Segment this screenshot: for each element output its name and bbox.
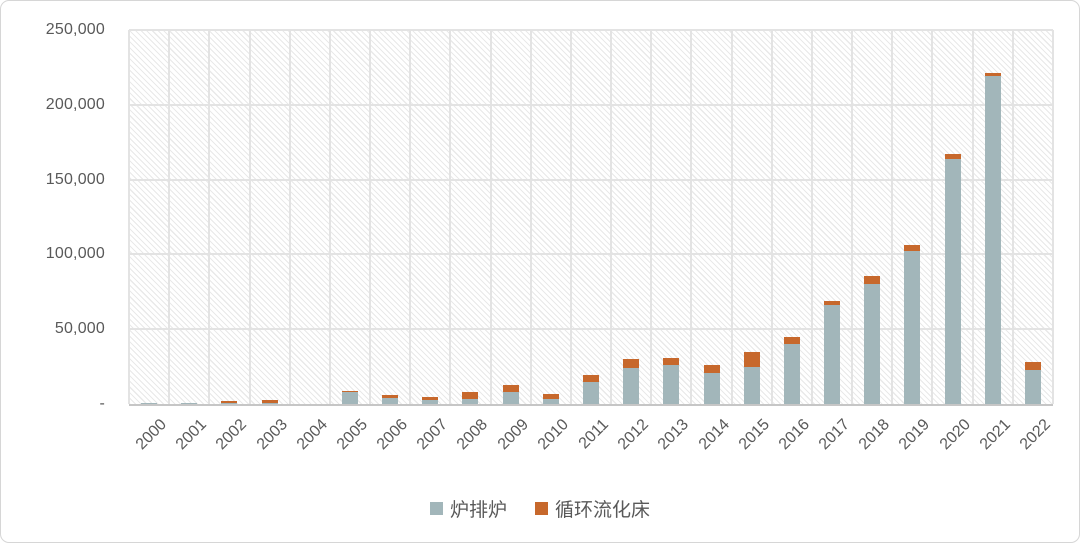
bar-cfb-2003 xyxy=(262,400,278,403)
gridline-vertical xyxy=(650,30,652,404)
y-tick-label: 100,000 xyxy=(45,245,105,263)
gridline-vertical xyxy=(168,30,170,404)
bar-cfb-2011 xyxy=(583,374,599,382)
bar-cfb-2015 xyxy=(744,351,760,367)
bar-cfb-2014 xyxy=(704,365,720,373)
gridline-vertical xyxy=(530,30,532,404)
gridline-vertical xyxy=(249,30,251,404)
legend-item-cfb: 循环流化床 xyxy=(535,495,650,522)
gridline-vertical xyxy=(409,30,411,404)
bar-grate-furnace-2016 xyxy=(784,344,800,404)
bar-grate-furnace-2013 xyxy=(663,365,679,404)
bar-grate-furnace-2015 xyxy=(744,366,760,404)
bar-cfb-2013 xyxy=(663,357,679,366)
gridline-vertical xyxy=(329,30,331,404)
bar-grate-furnace-2005 xyxy=(342,392,358,404)
bar-cfb-2009 xyxy=(503,384,519,392)
legend-label: 循环流化床 xyxy=(555,500,651,521)
bar-grate-furnace-2022 xyxy=(1025,369,1041,404)
bar-grate-furnace-2003 xyxy=(262,402,278,404)
gridline-vertical xyxy=(891,30,893,404)
gridline-vertical xyxy=(610,30,612,404)
legend-label: 炉排炉 xyxy=(449,500,507,521)
bar-cfb-2007 xyxy=(422,396,438,400)
gridline-vertical xyxy=(851,30,853,404)
gridline-horizontal xyxy=(129,104,1053,106)
bar-cfb-2005 xyxy=(342,390,358,392)
bar-cfb-2020 xyxy=(945,154,961,159)
bar-grate-furnace-2008 xyxy=(462,398,478,404)
gridline-vertical xyxy=(449,30,451,404)
bar-grate-furnace-2007 xyxy=(422,399,438,404)
gridline-vertical xyxy=(369,30,371,404)
gridline-vertical xyxy=(771,30,773,404)
y-tick-label: 50,000 xyxy=(54,320,105,338)
bar-grate-furnace-2012 xyxy=(623,368,639,404)
bar-cfb-2018 xyxy=(864,276,880,285)
y-tick-label: 200,000 xyxy=(45,95,105,113)
gridline-vertical xyxy=(289,30,291,404)
gridline-vertical xyxy=(1052,30,1054,404)
bar-grate-furnace-2021 xyxy=(985,76,1001,404)
bar-cfb-2021 xyxy=(985,72,1001,77)
chart-legend: 炉排炉 循环流化床 xyxy=(1,495,1079,522)
gridline-horizontal xyxy=(129,253,1053,255)
gridline-vertical xyxy=(570,30,572,404)
y-tick-label: 150,000 xyxy=(45,170,105,188)
bar-cfb-2022 xyxy=(1025,362,1041,370)
gridline-vertical xyxy=(731,30,733,404)
gridline-vertical xyxy=(690,30,692,404)
gridline-vertical xyxy=(128,30,130,404)
bar-grate-furnace-2002 xyxy=(221,403,237,404)
bar-cfb-2010 xyxy=(543,393,559,399)
bar-cfb-2006 xyxy=(382,395,398,398)
bar-grate-furnace-2000 xyxy=(141,403,157,404)
bar-cfb-2008 xyxy=(462,392,478,399)
legend-item-grate-furnace: 炉排炉 xyxy=(429,495,507,522)
plot-area xyxy=(128,29,1054,406)
bar-cfb-2016 xyxy=(784,336,800,345)
bar-grate-furnace-2019 xyxy=(904,251,920,404)
bar-cfb-2012 xyxy=(623,359,639,369)
bar-grate-furnace-2009 xyxy=(503,392,519,404)
bar-grate-furnace-2018 xyxy=(864,284,880,404)
y-tick-label: 250,000 xyxy=(45,21,105,38)
cfb-swatch-icon xyxy=(535,502,548,515)
bar-grate-furnace-2011 xyxy=(583,381,599,404)
bar-grate-furnace-2017 xyxy=(824,305,840,404)
bar-grate-furnace-2010 xyxy=(543,398,559,404)
bar-grate-furnace-2006 xyxy=(382,398,398,404)
gridline-horizontal xyxy=(129,29,1053,31)
gridline-vertical xyxy=(208,30,210,404)
bar-cfb-2002 xyxy=(221,400,237,404)
bar-cfb-2019 xyxy=(904,245,920,252)
bar-cfb-2017 xyxy=(824,300,840,306)
gridline-horizontal xyxy=(129,179,1053,181)
grate-furnace-swatch-icon xyxy=(429,502,443,515)
gridline-vertical xyxy=(490,30,492,404)
gridline-vertical xyxy=(1012,30,1014,404)
x-axis-line xyxy=(129,404,1053,406)
bar-grate-furnace-2020 xyxy=(945,158,961,404)
gridline-vertical xyxy=(931,30,933,404)
y-tick-label: - xyxy=(99,395,105,412)
gridline-vertical xyxy=(972,30,974,404)
gridline-vertical xyxy=(811,30,813,404)
bar-grate-furnace-2014 xyxy=(704,372,720,404)
gridline-horizontal xyxy=(129,328,1053,330)
bar-grate-furnace-2001 xyxy=(181,402,197,404)
